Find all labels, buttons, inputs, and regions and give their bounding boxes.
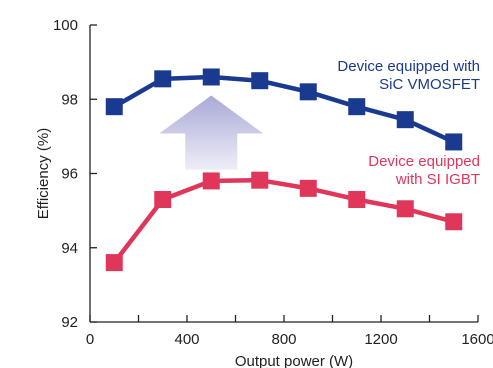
improvement-arrow bbox=[159, 95, 264, 170]
x-tick-label: 1200 bbox=[364, 331, 397, 348]
data-point-igbt bbox=[445, 213, 463, 231]
y-tick-label: 96 bbox=[61, 166, 78, 183]
series-label-igbt: Device equipped bbox=[368, 153, 480, 170]
data-point-igbt bbox=[202, 172, 220, 190]
y-tick-label: 100 bbox=[53, 17, 78, 34]
data-point-sic bbox=[251, 72, 269, 90]
series-igbt bbox=[105, 171, 463, 272]
data-point-igbt bbox=[348, 190, 366, 208]
data-point-sic bbox=[445, 133, 463, 151]
x-tick-label: 0 bbox=[86, 331, 94, 348]
x-axis-title: Output power (W) bbox=[235, 353, 353, 368]
data-point-sic bbox=[202, 68, 220, 86]
y-tick-label: 98 bbox=[61, 91, 78, 108]
series-label-sic: Device equipped with bbox=[337, 58, 480, 75]
series-layer bbox=[105, 68, 463, 272]
y-tick-label: 94 bbox=[61, 240, 78, 257]
data-point-sic bbox=[348, 98, 366, 116]
x-tick-label: 1600 bbox=[461, 331, 493, 348]
data-point-igbt bbox=[396, 200, 414, 218]
data-point-igbt bbox=[154, 190, 172, 208]
axis-ticks: 92 94 96 98 100 0 400 800 1200 1600 bbox=[53, 17, 493, 348]
x-tick-label: 800 bbox=[271, 331, 296, 348]
improvement-arrow-layer bbox=[159, 95, 264, 170]
data-point-sic bbox=[105, 98, 123, 116]
data-point-igbt bbox=[105, 254, 123, 272]
y-axis-title: Efficiency (%) bbox=[35, 128, 52, 219]
series-label-sic: SiC VMOSFET bbox=[379, 76, 480, 93]
data-point-igbt bbox=[299, 179, 317, 197]
data-point-igbt bbox=[251, 171, 269, 189]
data-point-sic bbox=[154, 70, 172, 88]
y-tick-label: 92 bbox=[61, 314, 78, 331]
series-label-igbt: with SI IGBT bbox=[395, 171, 480, 188]
x-tick-label: 400 bbox=[174, 331, 199, 348]
series-sic bbox=[105, 68, 463, 151]
data-point-sic bbox=[396, 111, 414, 129]
data-point-sic bbox=[299, 83, 317, 101]
